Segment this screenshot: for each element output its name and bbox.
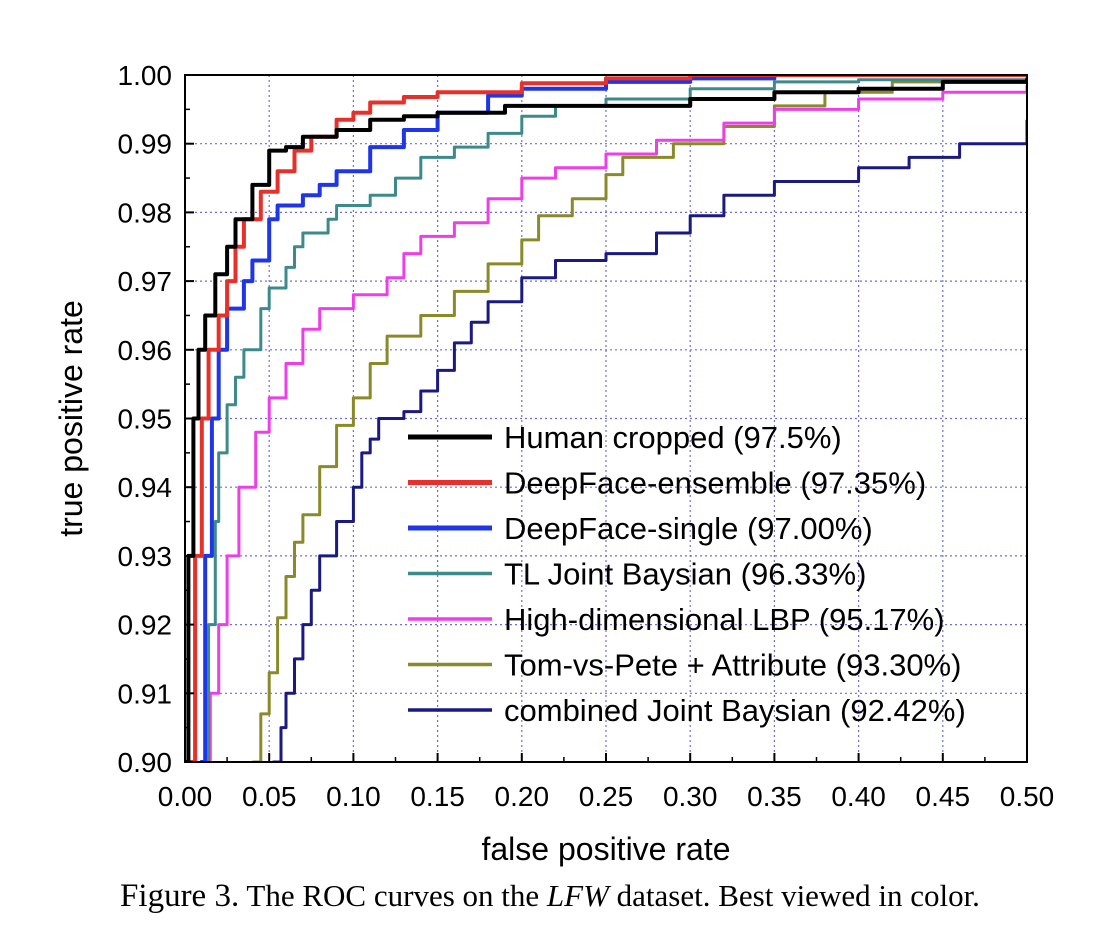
y-axis-label: true positive rate — [53, 300, 89, 537]
y-tick-label: 0.92 — [118, 610, 173, 641]
caption-text-after: dataset. Best viewed in color. — [616, 878, 980, 913]
x-tick-label: 0.20 — [495, 781, 550, 812]
legend-label-high-dimensional-lbp: High-dimensional LBP (95.17%) — [504, 602, 945, 637]
caption-text-before: The ROC curves on the — [246, 878, 540, 913]
series-line-high-dimensional-lbp — [206, 85, 1027, 762]
axis-ticks: 0.00 0.05 0.10 0.15 0.20 0.25 0.30 0.35 0.40 0.45… — [118, 60, 1055, 812]
y-tick-label: 0.94 — [118, 472, 173, 503]
series-line-deepface-single — [200, 75, 1027, 762]
x-tick-label: 0.15 — [410, 781, 465, 812]
x-tick-label: 0.00 — [158, 781, 213, 812]
x-tick-label: 0.45 — [916, 781, 971, 812]
y-tick-label: 0.93 — [118, 541, 173, 572]
y-tick-label: 1.00 — [118, 60, 173, 91]
legend-label-deepface-single: DeepFace-single (97.00%) — [504, 511, 873, 546]
y-tick-label: 0.98 — [118, 197, 173, 228]
series-layer — [185, 75, 1027, 762]
series-line-human-cropped — [185, 78, 1027, 762]
y-tick-label: 0.91 — [118, 678, 173, 709]
x-tick-label: 0.05 — [242, 781, 297, 812]
x-tick-label: 0.35 — [747, 781, 802, 812]
legend: Human cropped (97.5%) DeepFace-ensemble (… — [408, 420, 966, 728]
y-tick-label: 0.96 — [118, 335, 173, 366]
caption-dataset: LFW — [546, 878, 609, 913]
x-tick-label: 0.10 — [326, 781, 381, 812]
y-tick-label: 0.90 — [118, 747, 173, 778]
caption-label: Figure 3. — [120, 878, 240, 914]
legend-label-deepface-ensemble: DeepFace-ensemble (97.35%) — [504, 466, 926, 501]
x-tick-label: 0.25 — [579, 781, 634, 812]
series-line-tl-joint-baysian — [201, 77, 1027, 762]
y-tick-label: 0.99 — [118, 129, 173, 160]
legend-label-human-cropped: Human cropped (97.5%) — [504, 420, 842, 455]
x-axis-label: false positive rate — [481, 831, 730, 867]
legend-label-tl-joint-baysian: TL Joint Baysian (96.33%) — [504, 557, 866, 592]
y-tick-label: 0.97 — [118, 266, 173, 297]
y-tick-label: 0.95 — [118, 404, 173, 435]
series-line-deepface-ensemble — [190, 75, 1027, 762]
x-tick-label: 0.30 — [663, 781, 718, 812]
x-tick-label: 0.50 — [1000, 781, 1055, 812]
figure-caption: Figure 3. The ROC curves on the LFW data… — [0, 878, 1100, 915]
legend-label-combined-joint-baysian: combined Joint Baysian (92.42%) — [504, 693, 966, 728]
legend-label-tom-vs-pete-attribute: Tom-vs-Pete + Attribute (93.30%) — [504, 648, 961, 683]
x-tick-label: 0.40 — [831, 781, 886, 812]
series-line-combined-joint-baysian — [272, 119, 1027, 762]
